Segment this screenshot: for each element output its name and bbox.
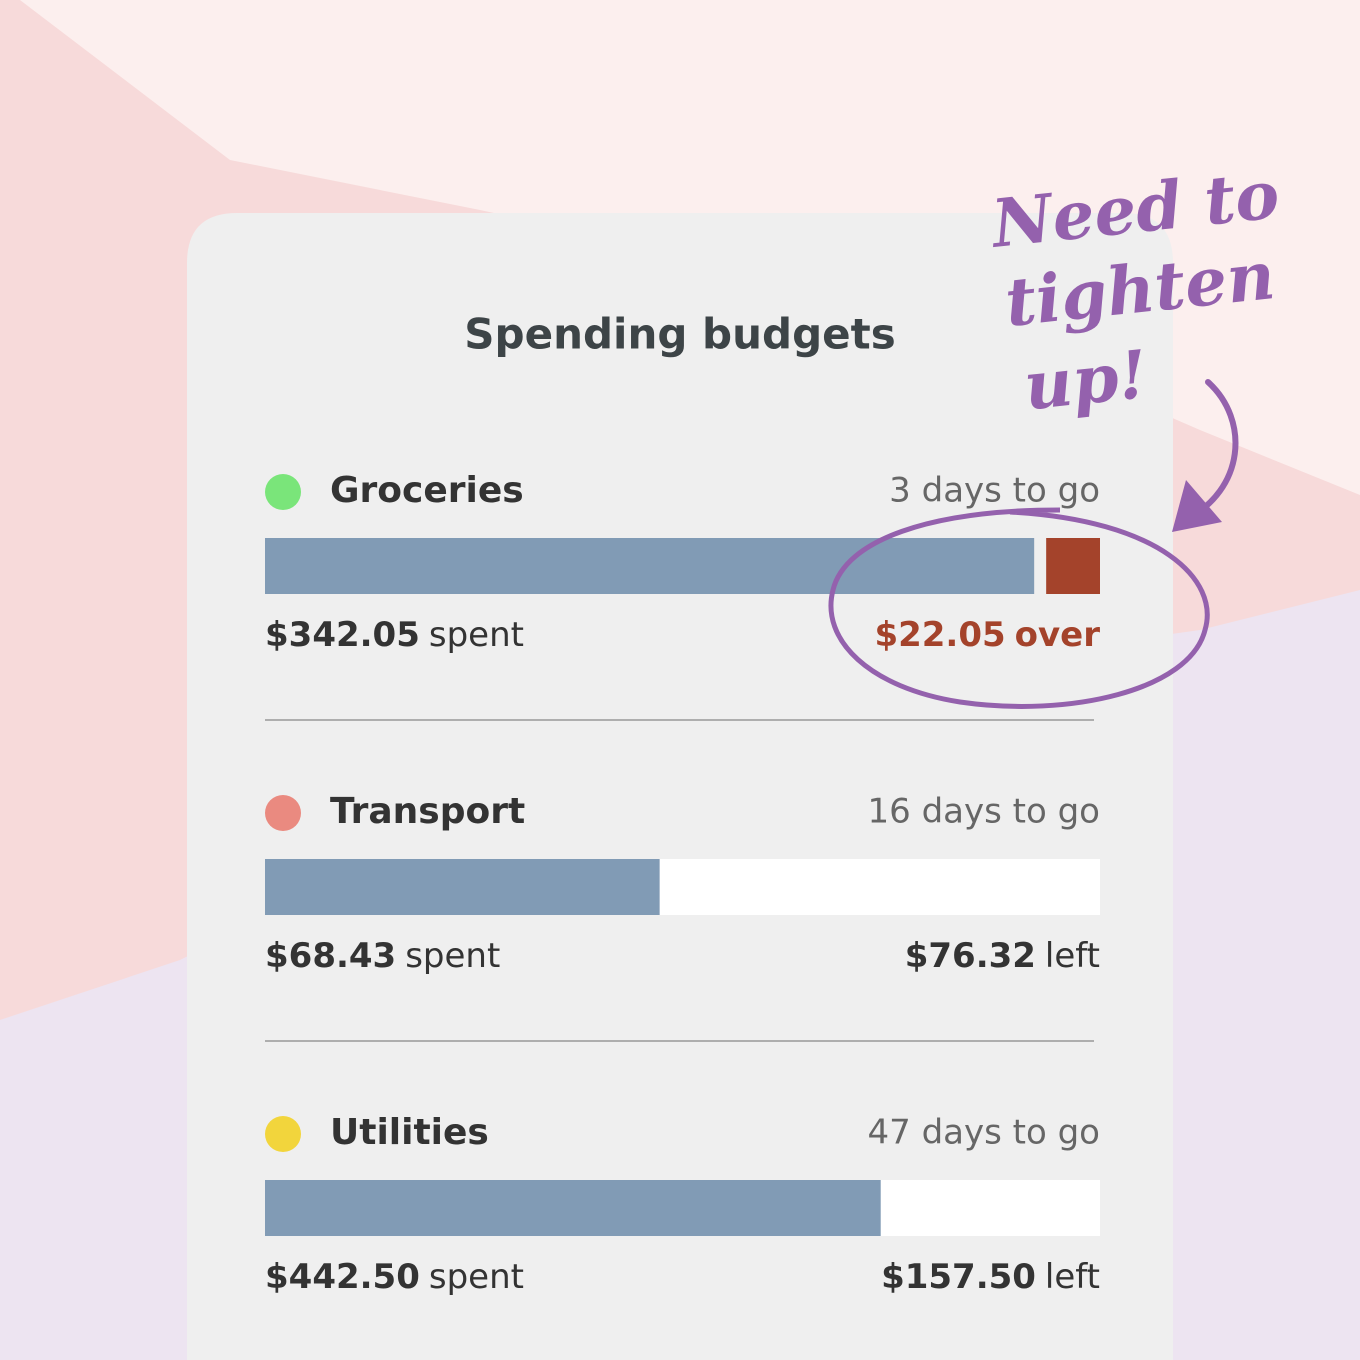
category-name: Utilities — [330, 1112, 489, 1153]
category-name: Transport — [330, 791, 525, 832]
remaining-word: left — [1045, 1257, 1100, 1297]
days-left: 3 days to go — [889, 471, 1100, 511]
remaining-text: $22.05 over — [874, 615, 1100, 655]
bar-spent — [265, 859, 660, 915]
remaining-amount: $22.05 — [874, 615, 1005, 655]
spent-amount: $68.43 — [265, 936, 396, 976]
remaining-amount: $157.50 — [881, 1257, 1036, 1297]
bar-left — [880, 1180, 1100, 1236]
spent-text: $442.50 spent — [265, 1257, 524, 1297]
remaining-amount: $76.32 — [905, 936, 1036, 976]
spent-word: spent — [429, 615, 524, 655]
annotation-circle — [828, 507, 1210, 709]
arrow-head — [1172, 480, 1222, 532]
bar-over — [1046, 538, 1100, 594]
remaining-word: over — [1015, 615, 1101, 655]
card — [187, 213, 1173, 1360]
category-dot — [265, 474, 301, 510]
spent-text: $68.43 spent — [265, 936, 500, 976]
spent-amount: $442.50 — [265, 1257, 420, 1297]
spent-word: spent — [405, 936, 500, 976]
category-dot — [265, 795, 301, 831]
card-title: Spending budgets — [464, 310, 895, 359]
bar-spent — [265, 1180, 881, 1236]
remaining-word: left — [1045, 936, 1100, 976]
spent-word: spent — [429, 1257, 524, 1297]
remaining-text: $157.50 left — [881, 1257, 1100, 1297]
remaining-text: $76.32 left — [905, 936, 1100, 976]
spent-amount: $342.05 — [265, 615, 420, 655]
annotation-line: up! — [1020, 335, 1151, 425]
category-dot — [265, 1116, 301, 1152]
category-name: Groceries — [330, 470, 524, 511]
bar-left — [659, 859, 1100, 915]
bar-spent — [265, 538, 1035, 594]
days-left: 47 days to go — [868, 1113, 1100, 1153]
spent-text: $342.05 spent — [265, 615, 524, 655]
days-left: 16 days to go — [868, 792, 1100, 832]
